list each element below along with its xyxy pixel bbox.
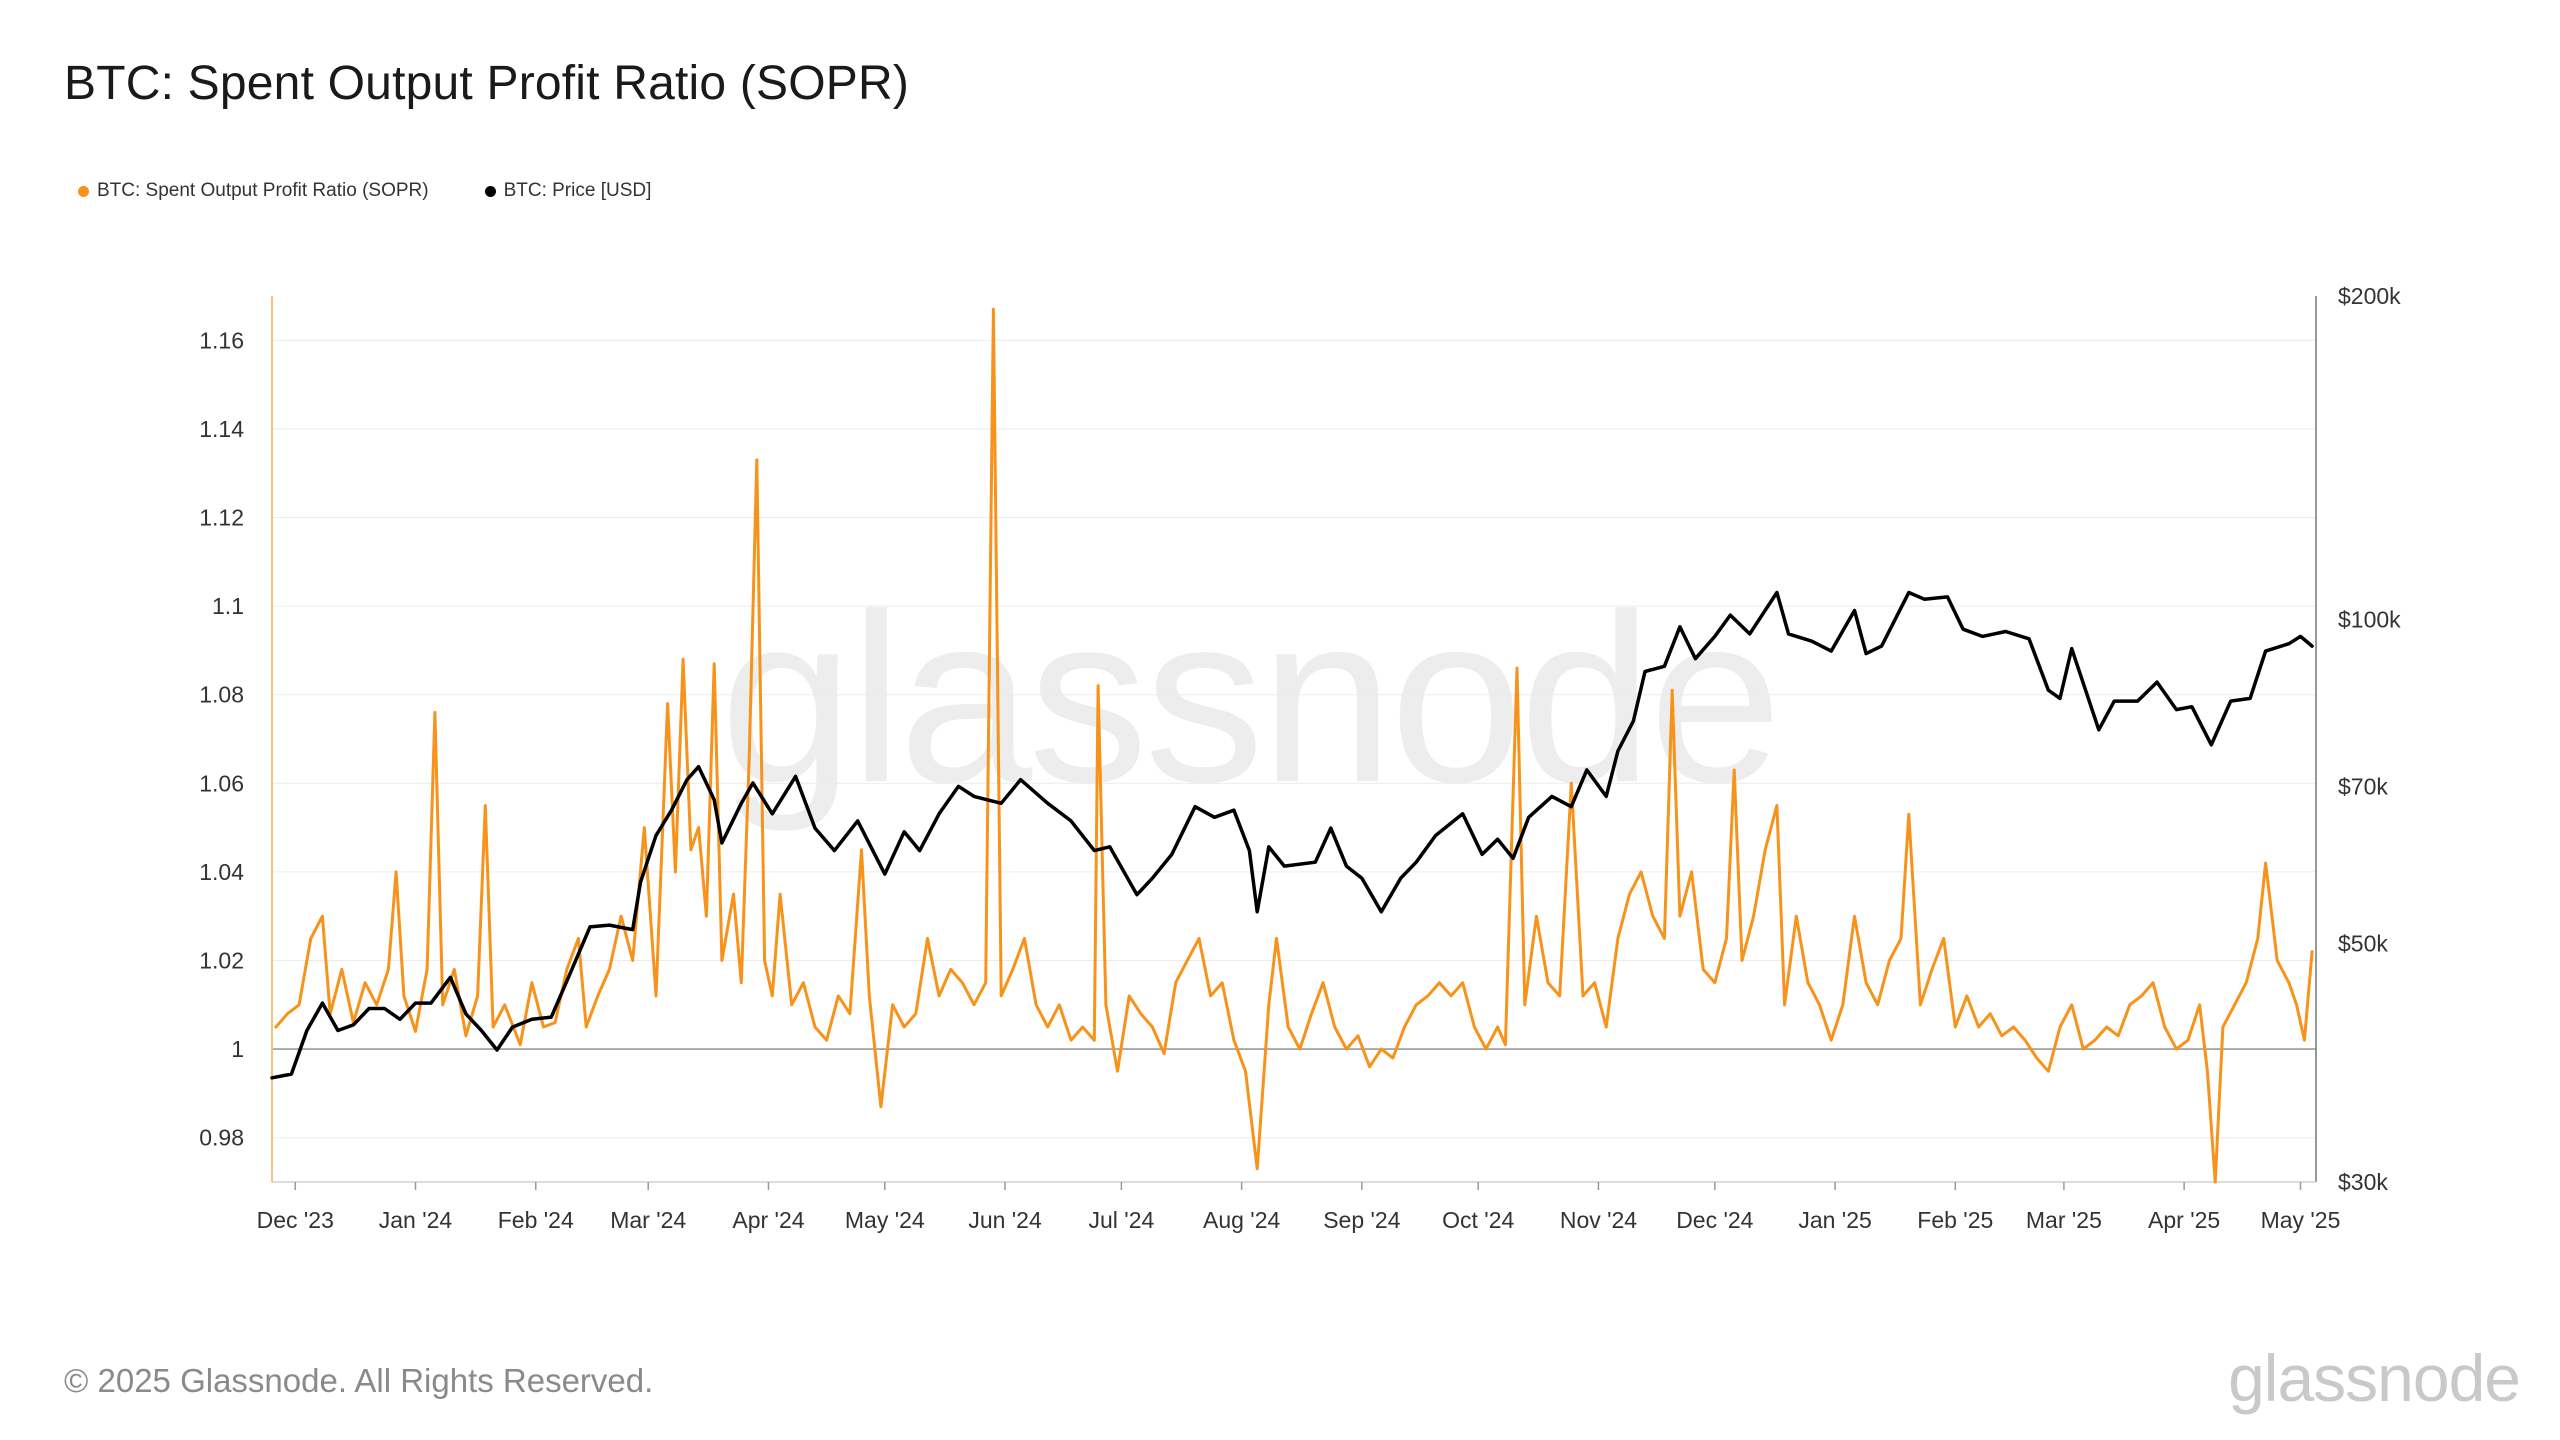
x-tick-label: May '24: [845, 1207, 925, 1233]
chart-title: BTC: Spent Output Profit Ratio (SOPR): [64, 57, 910, 110]
series: [270, 307, 2314, 1184]
y-left-tick-label: 1.06: [199, 770, 244, 796]
x-tick-label: Jul '24: [1089, 1207, 1155, 1233]
y-right-tick-label: $100k: [2338, 607, 2401, 633]
x-tick-label: Dec '23: [257, 1207, 334, 1233]
legend-label-price: BTC: Price [USD]: [503, 180, 652, 201]
legend-dot-price: [484, 185, 496, 197]
glassnode-logo: glassnode: [2228, 1341, 2521, 1415]
legend-dot-sopr: [78, 185, 89, 197]
axes: [271, 296, 2317, 1190]
sopr-series-line[interactable]: [274, 307, 2314, 1184]
gridlines: [272, 339, 2316, 1139]
x-tick-label: Jan '25: [1798, 1207, 1871, 1233]
x-tick-label: May '25: [2261, 1207, 2341, 1233]
x-tick-label: Sep '24: [1323, 1207, 1400, 1233]
x-tick-label: Nov '24: [1560, 1207, 1637, 1233]
y-left-tick-label: 0.98: [199, 1125, 244, 1151]
y-left-tick-label: 1.1: [212, 593, 244, 619]
y-right-tick-label: $70k: [2338, 773, 2388, 799]
x-tick-label: Feb '25: [1917, 1207, 1993, 1233]
y-left-tick-label: 1.02: [199, 948, 244, 974]
x-tick-label: Mar '25: [2026, 1207, 2102, 1233]
y-right-tick-label: $50k: [2338, 930, 2388, 956]
price-series-line[interactable]: [270, 590, 2314, 1080]
x-tick-label: Apr '24: [732, 1207, 804, 1233]
y-left-tick-label: 1.16: [199, 327, 244, 353]
legend-item-price[interactable]: BTC: Price [USD]: [484, 180, 652, 202]
legend-item-sopr[interactable]: BTC: Spent Output Profit Ratio (SOPR): [78, 180, 429, 202]
x-tick-label: Feb '24: [498, 1207, 574, 1233]
y-left-tick-label: 1.14: [199, 416, 244, 442]
x-tick-label: Mar '24: [610, 1207, 686, 1233]
x-tick-label: Apr '25: [2148, 1207, 2220, 1233]
legend: BTC: Spent Output Profit Ratio (SOPR) BT…: [78, 180, 651, 202]
x-tick-label: Aug '24: [1203, 1207, 1280, 1233]
x-tick-label: Dec '24: [1676, 1207, 1753, 1233]
y-left-tick-label: 1: [231, 1036, 244, 1062]
y-right-tick-label: $30k: [2338, 1169, 2388, 1195]
y-left-tick-label: 1.04: [199, 859, 244, 885]
y-left-tick-label: 1.12: [199, 505, 244, 531]
y-left-tick-label: 1.08: [199, 682, 244, 708]
x-tick-label: Jun '24: [968, 1207, 1042, 1233]
copyright-text: © 2025 Glassnode. All Rights Reserved.: [64, 1362, 654, 1399]
legend-label-sopr: BTC: Spent Output Profit Ratio (SOPR): [97, 180, 429, 201]
tick-labels: 0.98 1 1.02 1.04 1.06 1.08 1.1 1.12 1.14 1.16 $30k…: [199, 283, 2401, 1233]
x-tick-label: Oct '24: [1442, 1207, 1514, 1233]
x-tick-label: Jan '24: [379, 1207, 453, 1233]
y-right-tick-label: $200k: [2338, 283, 2401, 309]
